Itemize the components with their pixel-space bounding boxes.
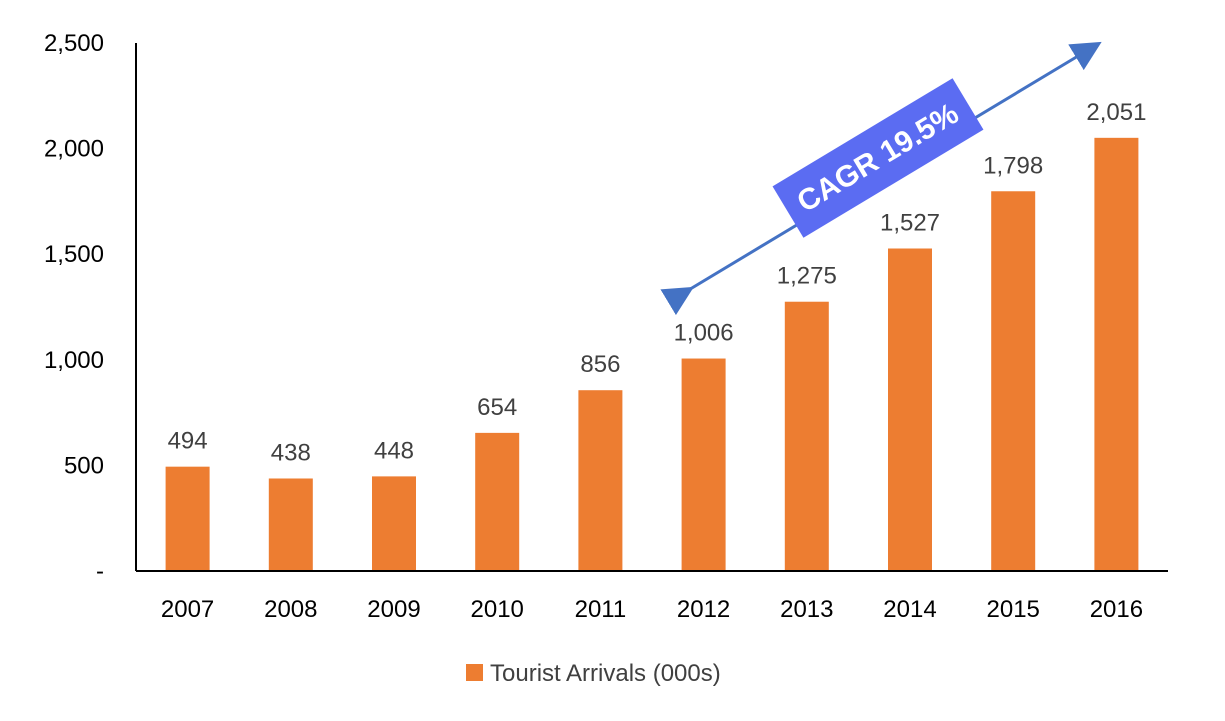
axes-layer — [135, 43, 1168, 572]
bars-layer — [165, 137, 1139, 572]
data-label-2009: 448 — [374, 437, 414, 464]
data-label-2011: 856 — [580, 351, 620, 378]
data-label-2016: 2,051 — [1086, 99, 1146, 126]
x-tick-2008: 2008 — [264, 596, 317, 623]
y-tick-2500: 2,500 — [44, 30, 104, 57]
data-label-2015: 1,798 — [983, 152, 1043, 179]
x-tick-labels: 2007 2008 2009 2010 2011 2012 2013 2014 2015 2016 — [161, 596, 1143, 623]
y-tick-2000: 2,000 — [44, 136, 104, 163]
bar-2012 — [681, 358, 726, 571]
x-tick-2012: 2012 — [677, 596, 730, 623]
data-label-2013: 1,275 — [777, 263, 837, 290]
bar-2013 — [784, 301, 829, 571]
data-label-2010: 654 — [477, 394, 517, 421]
x-tick-2009: 2009 — [367, 596, 420, 623]
y-tick-1000: 1,000 — [44, 347, 104, 374]
bar-2014 — [888, 248, 932, 571]
cagr-badge: CAGR 19.5% — [772, 78, 984, 238]
x-tick-2007: 2007 — [161, 596, 214, 623]
cagr-badge-box — [772, 78, 984, 238]
y-tick-500: 500 — [64, 452, 104, 479]
x-tick-2014: 2014 — [883, 596, 936, 623]
data-label-2008: 438 — [271, 439, 311, 466]
cagr-badge-text: CAGR 19.5% — [792, 97, 965, 219]
legend: Tourist Arrivals (000s) — [466, 660, 721, 687]
legend-label: Tourist Arrivals (000s) — [490, 660, 721, 687]
y-tick-1500: 1,500 — [44, 241, 104, 268]
bar-2008 — [268, 478, 313, 571]
x-tick-2010: 2010 — [471, 596, 524, 623]
bar-2015 — [991, 191, 1036, 572]
bar-2016 — [1094, 137, 1139, 571]
y-tick-0: - — [96, 558, 104, 585]
data-label-2007: 494 — [168, 428, 208, 455]
y-tick-labels: - 500 1,000 1,500 2,000 2,500 — [44, 30, 104, 585]
data-label-2014: 1,527 — [880, 209, 940, 236]
data-label-2012: 1,006 — [674, 320, 734, 347]
legend-swatch — [466, 664, 483, 681]
bar-2010 — [475, 432, 520, 571]
bar-2009 — [372, 476, 416, 571]
x-tick-2015: 2015 — [987, 596, 1040, 623]
x-tick-2016: 2016 — [1090, 596, 1143, 623]
bar-2011 — [578, 390, 623, 571]
x-tick-2011: 2011 — [575, 596, 627, 623]
bar-2007 — [165, 466, 210, 571]
x-tick-2013: 2013 — [780, 596, 833, 623]
